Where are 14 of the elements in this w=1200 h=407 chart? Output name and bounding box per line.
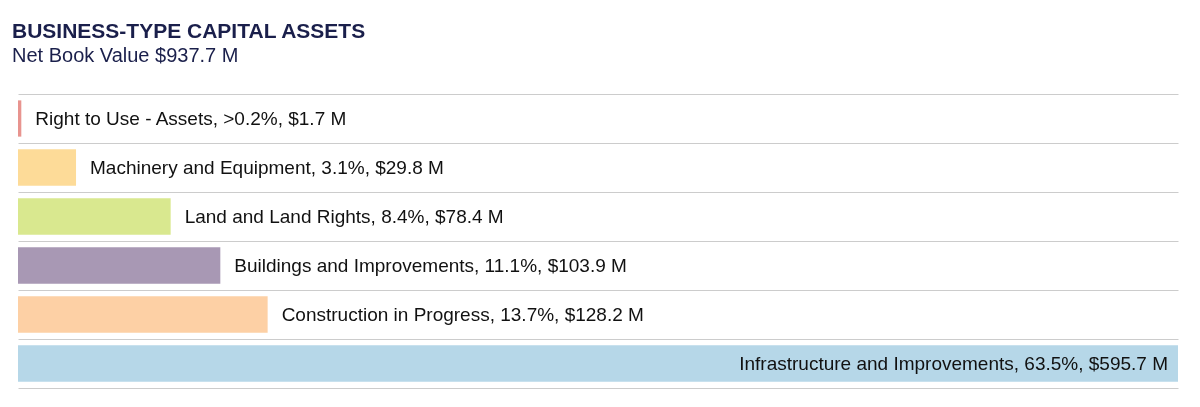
- chart-subtitle: Net Book Value $937.7 M: [12, 44, 239, 66]
- data-label: Right to Use - Assets, >0.2%, $1.7 M: [35, 107, 347, 129]
- data-label: Buildings and Improvements, 11.1%, $103.9 M: [234, 254, 627, 276]
- data-label: Infrastructure and Improvements, 63.5%, $595.7 M: [739, 352, 1168, 374]
- bar: [18, 247, 221, 284]
- data-label: Land and Land Rights, 8.4%, $78.4 M: [184, 205, 504, 227]
- data-label: Machinery and Equipment, 3.1%, $29.8 M: [90, 156, 444, 178]
- chart-title: BUSINESS-TYPE CAPITAL ASSETS: [12, 19, 366, 42]
- data-label: Construction in Progress, 13.7%, $128.2 M: [281, 303, 644, 325]
- bar: [18, 149, 77, 186]
- bar: [18, 198, 171, 235]
- bar: [18, 296, 268, 333]
- bar: [18, 345, 1178, 382]
- bar: [18, 100, 22, 137]
